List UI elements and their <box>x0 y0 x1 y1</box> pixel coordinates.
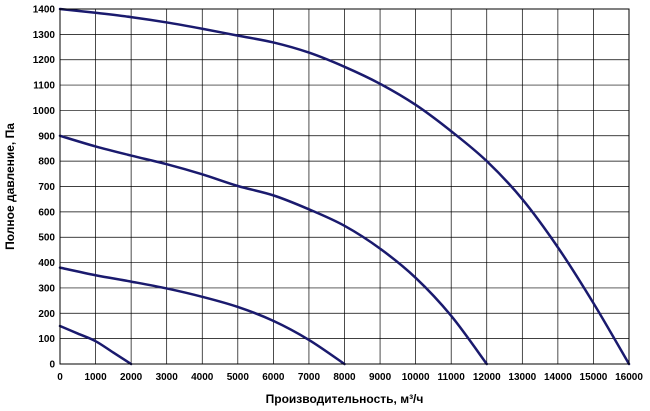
y-tick-label: 1400 <box>33 5 56 16</box>
series-line-1 <box>58 324 133 366</box>
x-tick-label: 7000 <box>298 372 321 383</box>
y-tick-label: 700 <box>38 182 55 193</box>
x-tick-label: 10000 <box>402 372 430 383</box>
x-tick-label: 16000 <box>615 372 643 383</box>
y-axis-label: Полное давление, Па <box>3 123 17 250</box>
y-tick-label: 500 <box>38 233 55 244</box>
y-tick-label: 100 <box>38 334 55 345</box>
x-tick-label: 13000 <box>508 372 536 383</box>
series-line-2 <box>58 266 346 366</box>
y-tick-label: 1100 <box>33 81 55 92</box>
y-tick-label: 800 <box>38 157 55 168</box>
x-tick-label: 14000 <box>544 372 572 383</box>
x-tick-label: 2000 <box>120 372 143 383</box>
x-tick-label: 9000 <box>369 372 392 383</box>
y-tick-label: 0 <box>49 360 55 371</box>
y-tick-label: 300 <box>38 283 55 294</box>
x-tick-label: 4000 <box>191 372 214 383</box>
x-tick-label: 15000 <box>580 372 608 383</box>
x-tick-label: 3000 <box>156 372 179 383</box>
x-axis-label: Производительность, м³/ч <box>266 392 424 406</box>
x-tick-label: 6000 <box>262 372 285 383</box>
series-line-4 <box>58 7 631 366</box>
x-tick-label: 11000 <box>438 372 466 383</box>
series-line-3 <box>58 134 488 366</box>
y-tick-label: 400 <box>38 258 55 269</box>
x-tick-label: 8000 <box>333 372 356 383</box>
y-tick-label: 1200 <box>33 55 56 66</box>
plot-frame <box>59 8 630 365</box>
y-tick-label: 600 <box>38 207 55 218</box>
x-tick-label: 12000 <box>473 372 501 383</box>
x-tick-label: 1000 <box>84 372 107 383</box>
y-tick-label: 900 <box>38 131 55 142</box>
x-tick-labels: 0 1000 2000 3000 4000 5000 6000 7000 8000 9000 100… <box>57 372 643 383</box>
y-tick-label: 1300 <box>33 30 56 41</box>
y-tick-label: 200 <box>38 309 55 320</box>
x-tick-label: 0 <box>57 372 63 383</box>
y-tick-labels: 0 100 200 300 400 500 600 700 800 900 1000 1100 1200… <box>33 5 56 371</box>
x-tick-label: 5000 <box>227 372 250 383</box>
curves <box>58 7 631 366</box>
y-tick-label: 1000 <box>33 106 56 117</box>
grid <box>59 8 630 365</box>
